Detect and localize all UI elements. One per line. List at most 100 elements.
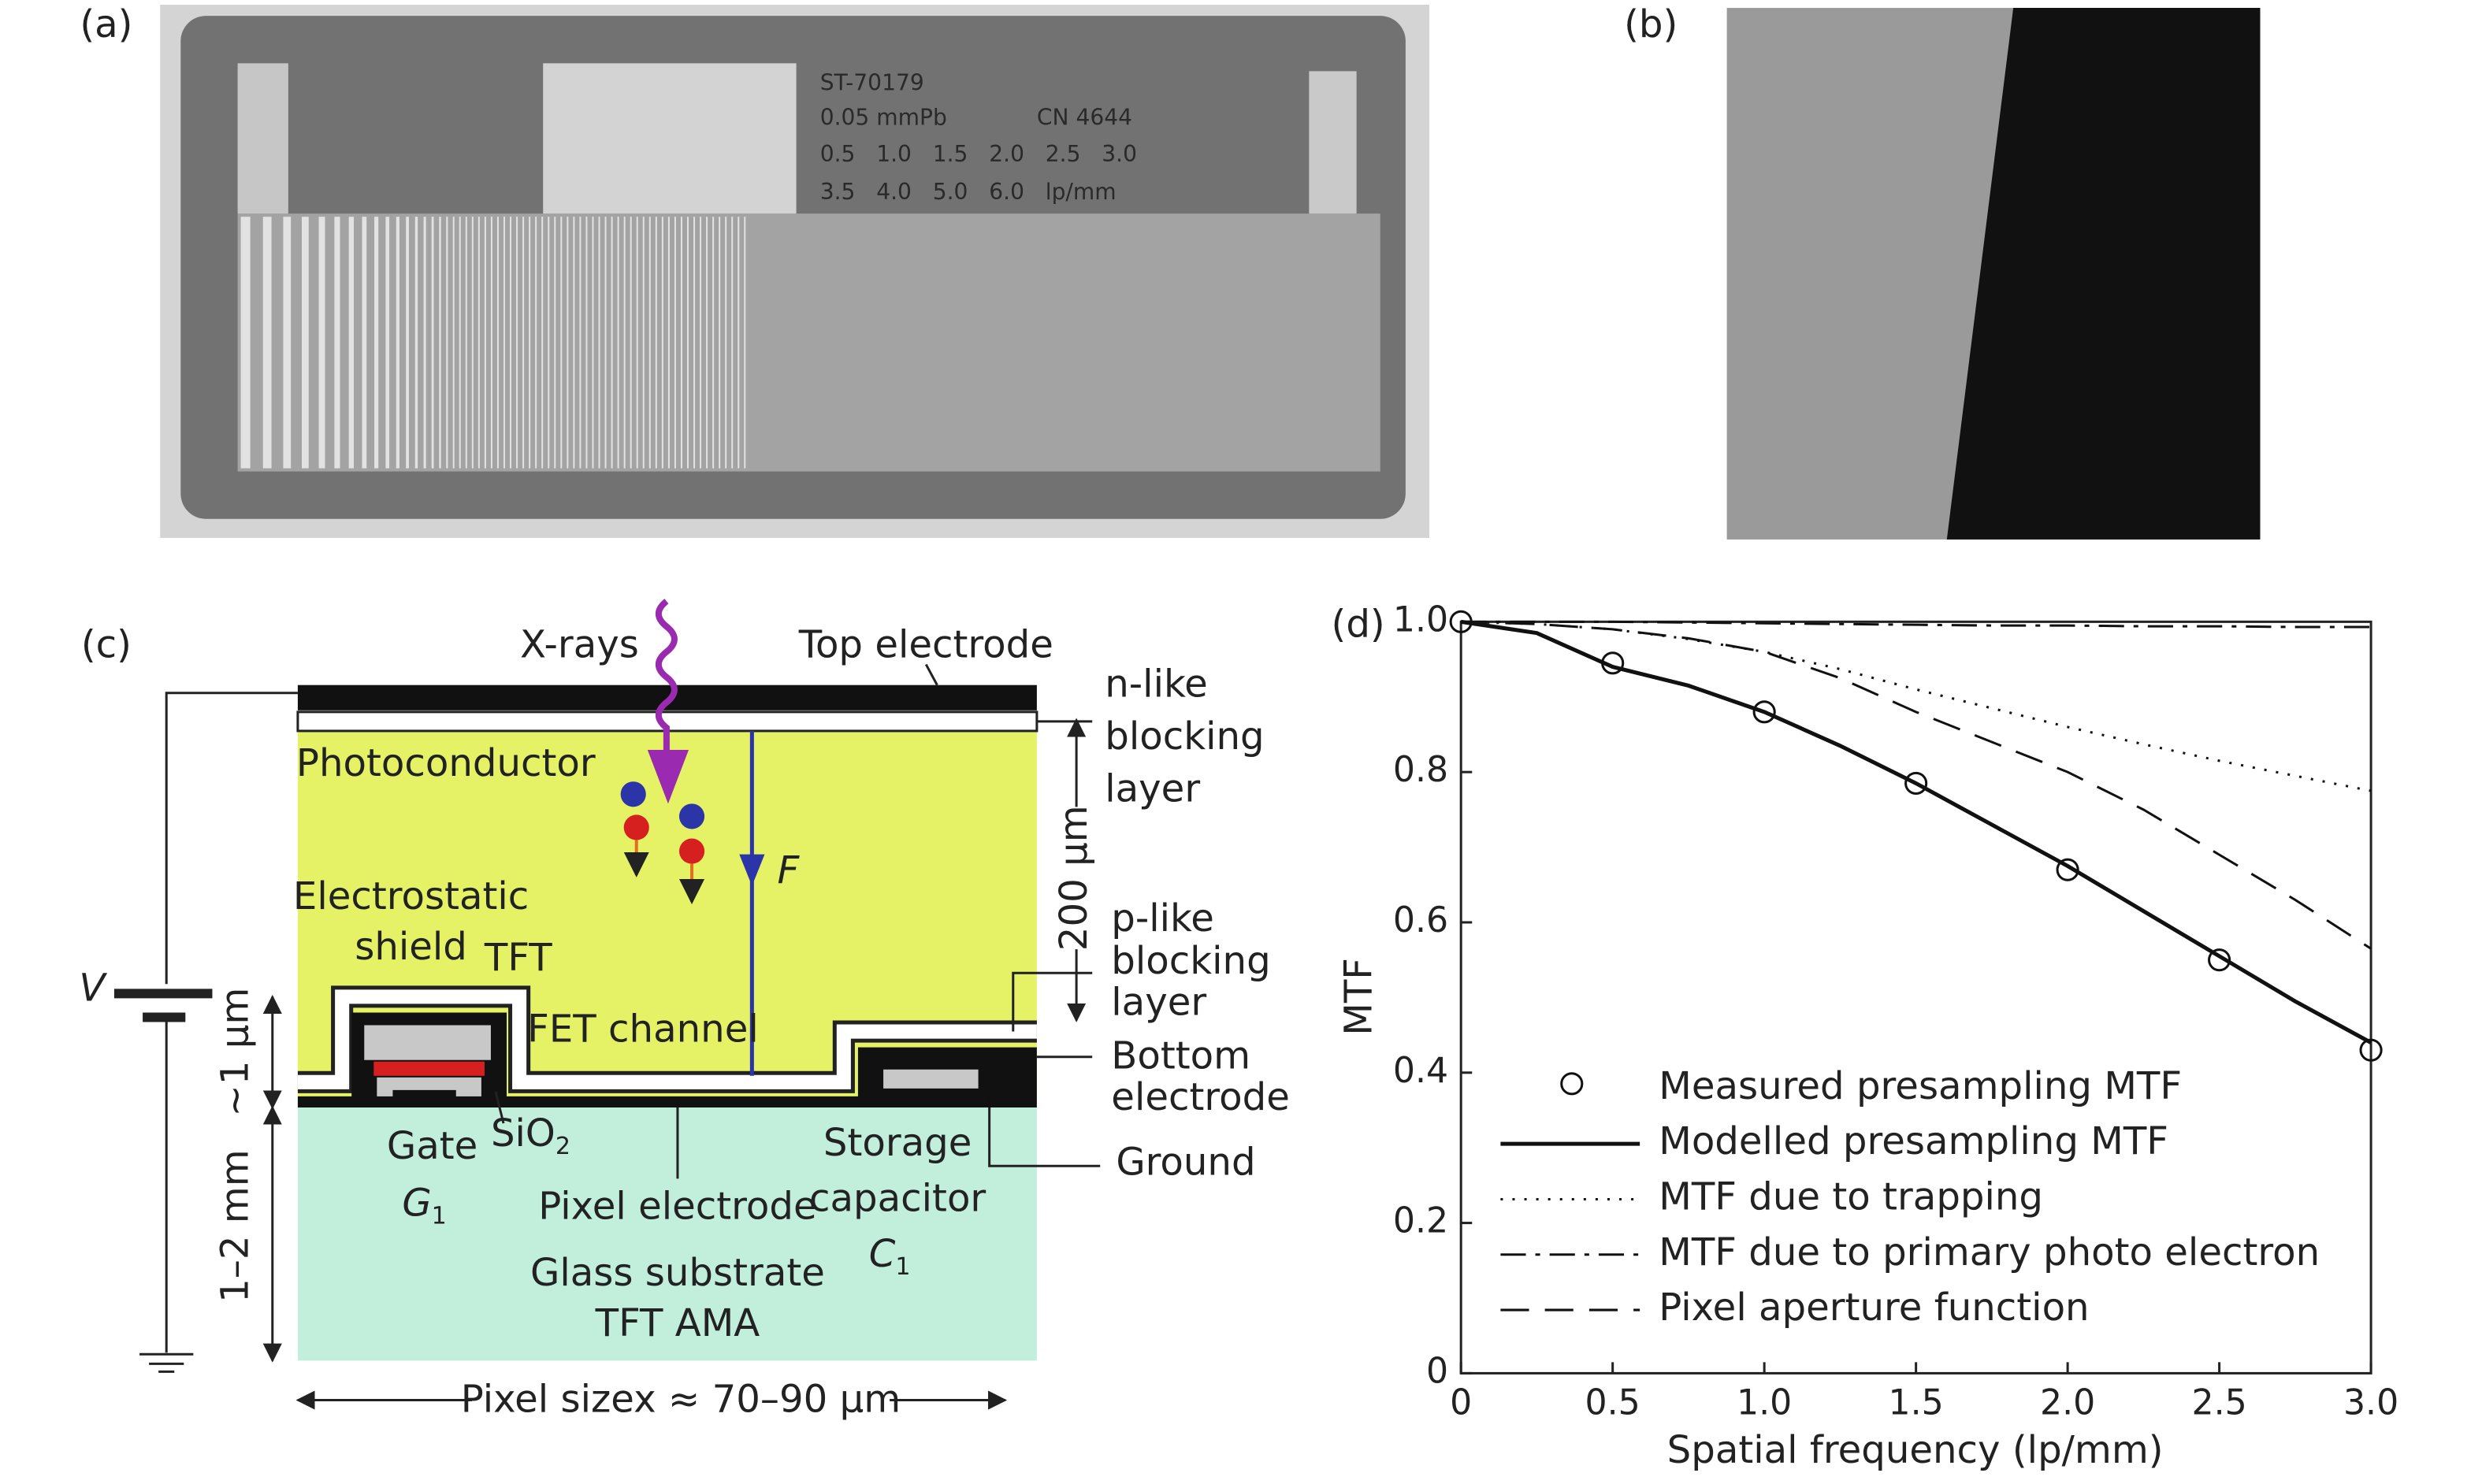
stripe: [414, 217, 418, 469]
stripe: [623, 217, 626, 469]
label: FET channel: [527, 1007, 759, 1052]
stripe: [541, 217, 544, 469]
label: SiO2: [491, 1111, 570, 1160]
stripe: [725, 217, 727, 469]
bar-region: [237, 213, 1380, 472]
legend-label: Pixel aperture function: [1659, 1286, 2089, 1330]
stripe: [598, 217, 600, 469]
stripe: [484, 217, 486, 469]
x-tick-label: 0.5: [1585, 1383, 1640, 1423]
fet-channel: [373, 1061, 485, 1076]
stripe: [667, 217, 670, 469]
legend-label: Modelled presampling MTF: [1659, 1119, 2168, 1163]
panel-c: (c) X-rays Top electrode n-like blocking: [79, 599, 1290, 1422]
stripe: [744, 217, 746, 469]
stripe: [567, 217, 569, 469]
series-line: [1461, 620, 2372, 792]
label: 1: [432, 1202, 447, 1230]
x-tick-label: 0: [1450, 1383, 1472, 1423]
y-tick-label: 0: [1426, 1351, 1448, 1391]
stripe: [617, 217, 619, 469]
label: Electrostatic: [293, 874, 529, 918]
stripe: [406, 217, 409, 469]
series-line: [1460, 619, 2372, 1044]
edge-object: [1946, 8, 2261, 540]
phantom-text: 3.5 4.0 5.0 6.0 lp/mm: [820, 179, 1117, 205]
data-point: [2359, 1038, 2383, 1062]
label: Top electrode: [798, 622, 1053, 666]
legend-label: Measured presampling MTF: [1659, 1064, 2182, 1108]
capacitor-dielectric: [883, 1069, 979, 1089]
data-point: [2208, 948, 2231, 972]
phantom-text: 0.5 1.0 1.5 2.0 2.5 3.0: [820, 141, 1137, 167]
x-tick-label: 2.0: [2040, 1383, 2095, 1423]
stripe: [585, 217, 588, 469]
stripe: [604, 217, 607, 469]
label: Pixel sizex ≈ 70–90 µm: [461, 1378, 901, 1422]
stripe: [522, 217, 525, 469]
stripe: [548, 217, 550, 469]
stripe: [680, 217, 682, 469]
stripe: [731, 217, 734, 469]
stripe: [516, 217, 518, 469]
stripe: [496, 217, 499, 469]
phantom-block: [543, 63, 797, 214]
legend-marker: [1560, 1072, 1584, 1096]
label: 2: [555, 1133, 570, 1160]
stripe: [423, 217, 426, 469]
stripe: [592, 217, 594, 469]
charges: [620, 781, 705, 905]
stripe: [431, 217, 434, 469]
label: layer: [1105, 766, 1200, 811]
stripe: [510, 217, 512, 469]
stripe: [396, 217, 399, 469]
phantom-block: [237, 63, 288, 214]
gate: [392, 1089, 456, 1103]
wires: [113, 663, 1101, 1410]
stripe: [674, 217, 676, 469]
x-tick-label: 2.5: [2191, 1383, 2246, 1423]
stripe: [318, 217, 325, 469]
stripe: [686, 217, 689, 469]
y-tick-label: 0.4: [1393, 1051, 1448, 1091]
stripe: [648, 217, 651, 469]
stripe: [439, 217, 441, 469]
label: Storage: [823, 1121, 972, 1165]
stripe: [490, 217, 492, 469]
label: Bottom: [1111, 1034, 1250, 1078]
label: SiO: [491, 1111, 555, 1156]
data-point: [1752, 700, 1776, 724]
legend-label: MTF due to primary photo electron: [1659, 1230, 2320, 1274]
label: ~1 µm: [214, 988, 258, 1117]
stripe: [535, 217, 537, 469]
stripe: [459, 217, 461, 469]
data-point: [1904, 771, 1928, 796]
label: G1: [402, 1181, 447, 1230]
x-ray: [655, 599, 678, 757]
label: shield: [355, 925, 467, 969]
label: TFT AMA: [595, 1301, 760, 1345]
line-pairs: [240, 217, 746, 469]
label: capacitor: [809, 1176, 986, 1220]
stripe: [712, 217, 715, 469]
stripe: [529, 217, 531, 469]
stripe: [611, 217, 613, 469]
label: layer: [1111, 980, 1206, 1024]
stripe: [719, 217, 721, 469]
stripe: [446, 217, 448, 469]
glass-substrate: [297, 1107, 1037, 1361]
phantom-text: CN 4644: [1037, 105, 1132, 131]
stripe: [573, 217, 575, 469]
x-tick-label: 1.5: [1889, 1383, 1944, 1423]
x-axis-title: Spatial frequency (lp/mm): [1667, 1428, 2164, 1472]
label: C: [869, 1232, 896, 1276]
x-ray-arrow: [647, 750, 689, 804]
stripe: [554, 217, 556, 469]
panel-a: (a) ST-70179 0.05 mmPb CN 4644 0.5 1.0 1…: [80, 2, 1430, 538]
shield: [364, 1025, 491, 1060]
stripe: [334, 217, 340, 469]
stripe: [503, 217, 506, 469]
stripe: [738, 217, 740, 469]
label: Glass substrate: [530, 1251, 825, 1295]
label: Pixel electrode: [538, 1185, 816, 1229]
